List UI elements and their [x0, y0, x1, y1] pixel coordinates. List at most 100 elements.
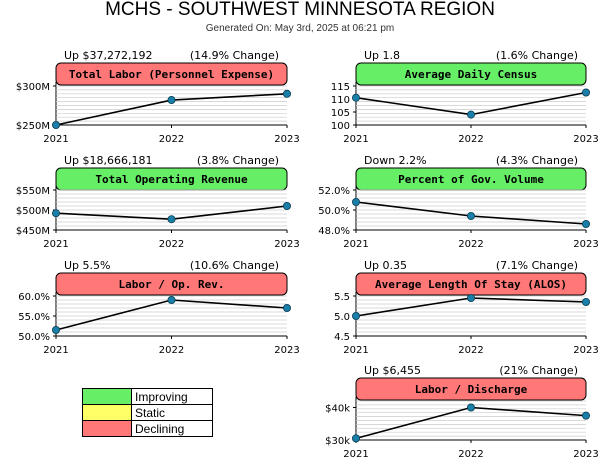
x-tick-label: 2023: [274, 239, 299, 250]
chart-title: Total Labor (Personnel Expense): [69, 68, 274, 81]
chart-title: Total Operating Revenue: [95, 173, 248, 186]
chart-change: (21% Change): [499, 364, 578, 377]
data-point: [582, 219, 591, 228]
y-tick-label: 100: [331, 121, 350, 132]
legend-label-declining: Declining: [131, 420, 213, 437]
y-tick-label: 52.0%: [318, 186, 350, 197]
data-point: [351, 311, 360, 320]
data-point: [167, 215, 176, 224]
x-tick-label: 2022: [159, 345, 184, 356]
x-tick-label: 2023: [573, 239, 598, 250]
y-tick-label: $300M: [16, 82, 50, 93]
chart-summary: Up 5.5%: [64, 259, 110, 272]
legend-swatch-declining: [82, 420, 132, 437]
chart-title: Average Daily Census: [405, 68, 537, 81]
x-tick-label: 2022: [458, 134, 483, 145]
data-point: [582, 297, 591, 306]
y-tick-label: 50.0%: [18, 332, 50, 343]
data-point: [167, 96, 176, 105]
legend-label-static: Static: [131, 404, 213, 421]
x-tick-label: 2023: [573, 134, 598, 145]
chart-summary: Up 0.35: [364, 259, 407, 272]
data-point: [282, 303, 291, 312]
chart-panel: Labor / Op. Rev. Up 5.5% (10.6% Change) 50.…: [18, 259, 300, 356]
data-point: [582, 88, 591, 97]
y-tick-label: $500M: [16, 206, 50, 217]
chart-panel: Percent of Gov. Volume Down 2.2% (4.3% Cha…: [318, 154, 599, 250]
x-tick-label: 2023: [274, 345, 299, 356]
chart-summary: Up $6,455: [364, 364, 421, 377]
data-point: [282, 201, 291, 210]
y-tick-label: 60.0%: [18, 292, 50, 303]
data-point: [52, 325, 61, 334]
data-point: [582, 411, 591, 420]
data-point: [351, 93, 360, 102]
chart-change: (7.1% Change): [496, 259, 578, 272]
chart-summary: Up $37,272,192: [64, 49, 153, 62]
chart-panel: Labor / Discharge Up $6,455 (21% Change) $3…: [325, 364, 599, 460]
y-tick-label: 4.5: [334, 332, 350, 343]
chart-title-bar: [355, 62, 587, 86]
x-tick-label: 2023: [573, 345, 598, 356]
chart-summary: Down 2.2%: [364, 154, 427, 167]
y-tick-label: 5.5: [334, 292, 350, 303]
chart-panel: Total Labor (Personnel Expense) Up $37,27…: [16, 49, 300, 145]
x-tick-label: 2021: [43, 239, 68, 250]
y-tick-label: $250M: [16, 121, 50, 132]
data-point: [52, 121, 61, 130]
legend-row: Static: [82, 404, 213, 421]
page-subtitle: Generated On: May 3rd, 2025 at 06:21 pm: [205, 23, 395, 34]
y-tick-label: 105: [331, 108, 350, 119]
chart-title: Average Length Of Stay (ALOS): [375, 278, 567, 291]
data-point: [466, 293, 475, 302]
data-point: [466, 110, 475, 119]
chart-title-bar: [55, 272, 288, 296]
legend-label-improving: Improving: [131, 388, 213, 405]
y-tick-label: 5.0: [334, 312, 350, 323]
data-point: [466, 403, 475, 412]
data-point: [282, 89, 291, 98]
x-tick-label: 2022: [458, 345, 483, 356]
data-point: [466, 211, 475, 220]
y-tick-label: 50.0%: [318, 206, 350, 217]
chart-title: Percent of Gov. Volume: [398, 173, 544, 186]
legend-swatch-static: [82, 404, 132, 421]
y-tick-label: 110: [331, 95, 350, 106]
y-tick-label: $550M: [16, 186, 50, 197]
x-tick-label: 2021: [343, 345, 368, 356]
chart-summary: Up 1.8: [364, 49, 400, 62]
chart-panel: Average Length Of Stay (ALOS) Up 0.35 (7.1…: [334, 259, 599, 356]
x-tick-label: 2022: [159, 134, 184, 145]
series-line: [55, 299, 288, 331]
x-tick-label: 2022: [159, 239, 184, 250]
chart-change: (1.6% Change): [496, 49, 578, 62]
data-point: [351, 197, 360, 206]
chart-panel: Total Operating Revenue Up $18,666,181 (3.…: [16, 154, 300, 250]
y-tick-label: $40k: [325, 404, 350, 415]
chart-title: Labor / Discharge: [415, 383, 528, 396]
chart-summary: Up $18,666,181: [64, 154, 153, 167]
chart-change: (4.3% Change): [496, 154, 578, 167]
legend-swatch-improving: [82, 388, 132, 405]
data-point: [52, 209, 61, 218]
series-line: [355, 406, 587, 440]
legend-row: Declining: [82, 420, 213, 437]
y-tick-label: $450M: [16, 226, 50, 237]
chart-panel: Average Daily Census Up 1.8 (1.6% Change) 1…: [331, 49, 599, 145]
x-tick-label: 2023: [274, 134, 299, 145]
data-point: [167, 295, 176, 304]
y-tick-label: 55.0%: [18, 312, 50, 323]
y-tick-label: 115: [331, 82, 350, 93]
y-tick-label: 48.0%: [318, 226, 350, 237]
x-tick-label: 2023: [573, 449, 598, 460]
x-tick-label: 2022: [458, 449, 483, 460]
x-tick-label: 2022: [458, 239, 483, 250]
chart-change: (3.8% Change): [197, 154, 279, 167]
chart-title-bar: [355, 377, 587, 401]
x-tick-label: 2021: [343, 239, 368, 250]
x-tick-label: 2021: [43, 134, 68, 145]
x-tick-label: 2021: [343, 134, 368, 145]
page-title: MCHS - SOUTHWEST MINNESOTA REGION: [105, 0, 495, 20]
chart-title: Labor / Op. Rev.: [119, 278, 225, 291]
